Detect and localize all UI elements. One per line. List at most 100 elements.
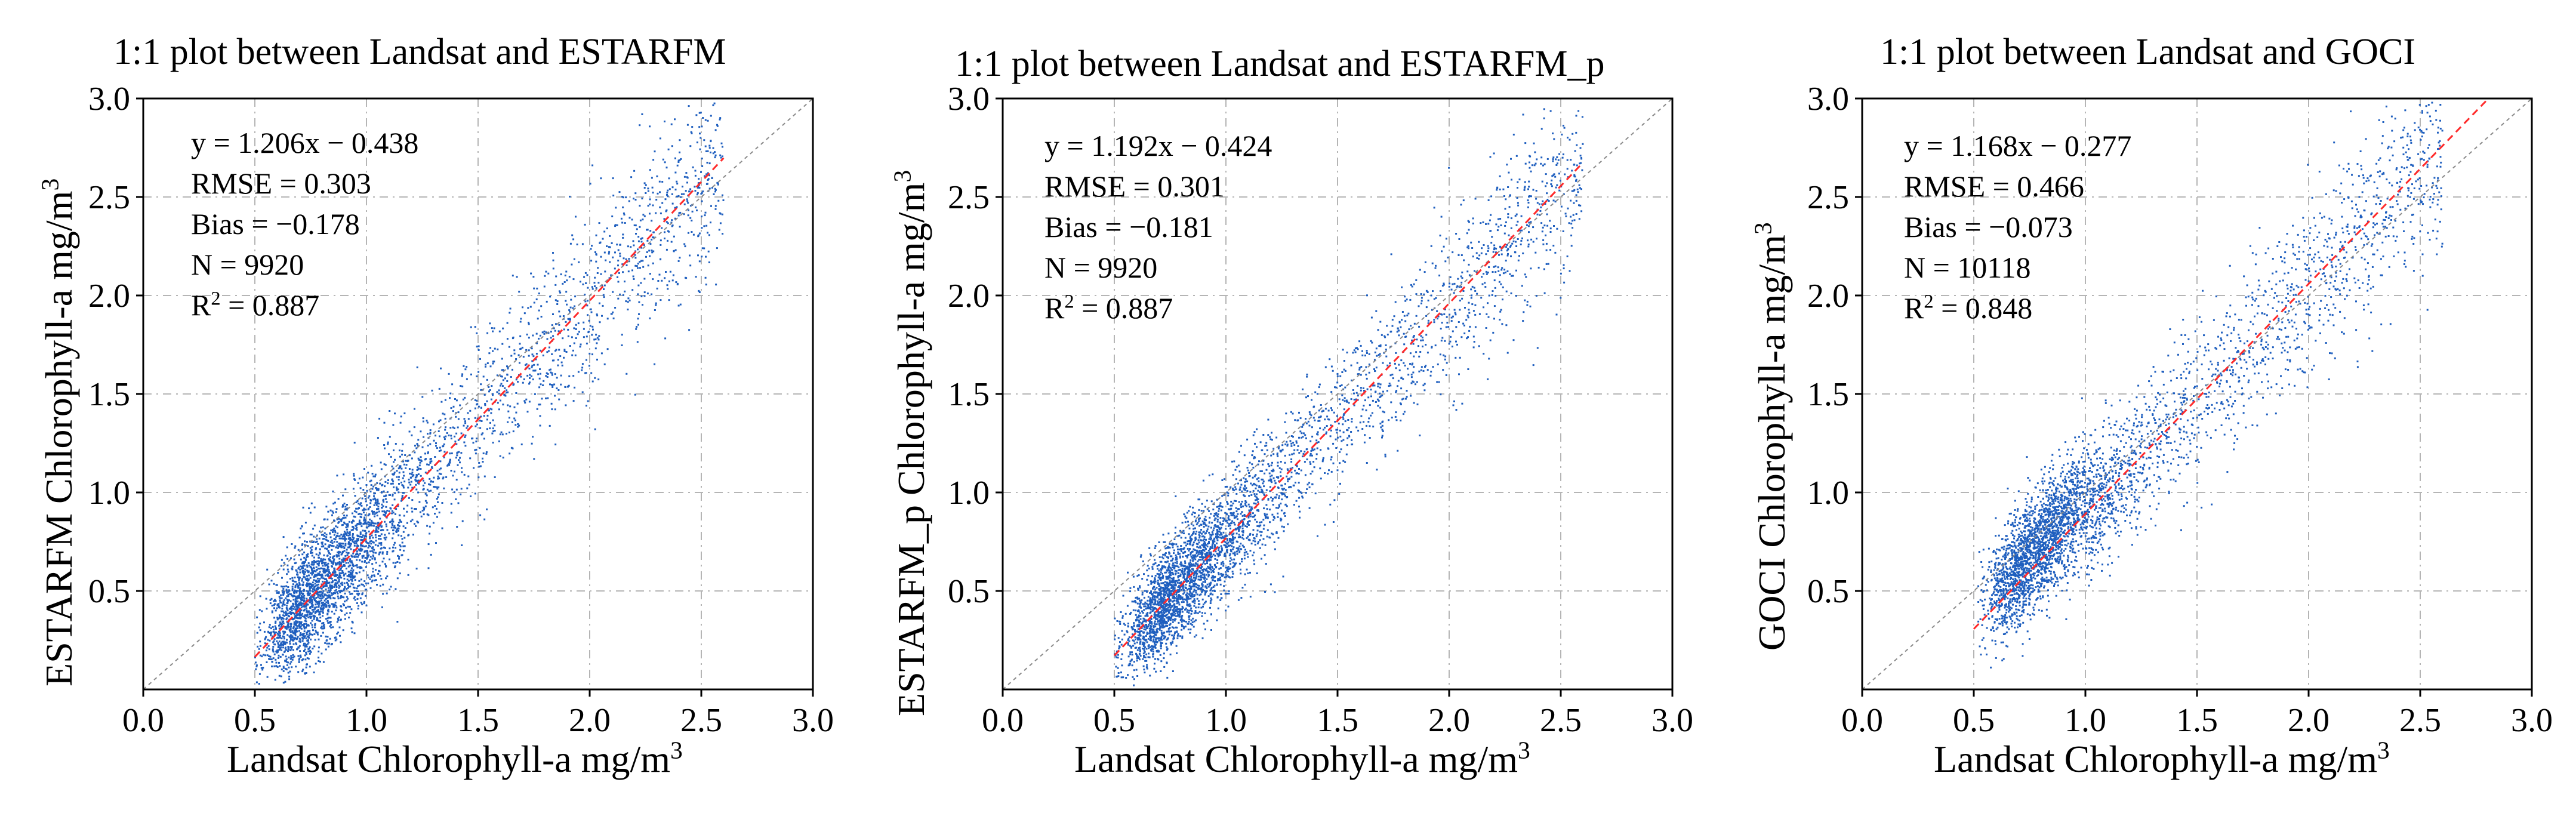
scatter-point (1190, 540, 1192, 542)
scatter-point (1205, 538, 1207, 541)
scatter-point (295, 666, 297, 668)
scatter-point (640, 282, 642, 284)
scatter-point (349, 532, 351, 535)
scatter-point (701, 227, 703, 229)
scatter-point (558, 324, 560, 326)
scatter-point (489, 365, 492, 368)
scatter-point (1365, 409, 1367, 411)
scatter-point (652, 159, 655, 161)
scatter-point (300, 527, 302, 529)
scatter-point (412, 534, 414, 536)
scatter-point (348, 571, 350, 573)
scatter-point (399, 421, 402, 424)
scatter-point (460, 488, 463, 490)
scatter-point (337, 598, 340, 600)
scatter-point (347, 534, 350, 537)
scatter-point (556, 300, 559, 303)
scatter-point (474, 452, 477, 455)
scatter-point (381, 529, 383, 531)
scatter-point (309, 512, 312, 514)
scatter-point (1386, 334, 1389, 335)
scatter-point (714, 129, 717, 131)
scatter-point (563, 328, 565, 331)
scatter-point (295, 596, 297, 599)
scatter-point (334, 538, 337, 541)
scatter-point (365, 545, 367, 547)
scatter-point (337, 582, 338, 584)
scatter-point (440, 473, 442, 475)
scatter-point (315, 597, 318, 599)
scatter-point (559, 355, 562, 358)
scatter-point (1209, 583, 1212, 585)
scatter-point (477, 345, 480, 347)
scatter-point (660, 239, 662, 242)
scatter-point (603, 296, 605, 298)
scatter-point (1509, 246, 1511, 248)
scatter-point (1168, 551, 1170, 553)
scatter-point (1261, 558, 1262, 560)
scatter-point (466, 425, 469, 427)
scatter-point (336, 475, 338, 477)
scatter-point (349, 558, 352, 561)
scatter-point (343, 565, 346, 567)
scatter-point (1117, 657, 1119, 659)
scatter-point (480, 415, 482, 418)
scatter-point (722, 199, 725, 201)
scatter-point (294, 562, 296, 565)
scatter-point (524, 402, 526, 404)
scatter-point (326, 570, 328, 572)
scatter-point (386, 553, 389, 555)
scatter-point (1425, 334, 1428, 336)
scatter-point (657, 280, 660, 282)
scatter-point (285, 667, 287, 670)
scatter-point (353, 549, 355, 552)
scatter-point (313, 598, 316, 600)
scatter-point (348, 575, 350, 578)
scatter-point (278, 617, 281, 619)
scatter-point (654, 309, 656, 311)
scatter-point (313, 672, 315, 673)
scatter-point (376, 531, 378, 533)
scatter-point (282, 536, 285, 538)
scatter-point (1292, 436, 1294, 438)
scatter-point (467, 475, 470, 478)
scatter-point (541, 398, 543, 400)
scatter-point (479, 358, 481, 360)
scatter-point (1235, 515, 1238, 518)
r2-label: R2 = 0.887 (191, 288, 320, 322)
scatter-point (596, 337, 599, 339)
scatter-point (1224, 478, 1225, 481)
scatter-point (281, 649, 283, 651)
scatter-point (335, 606, 338, 609)
scatter-point (309, 649, 312, 652)
scatter-point (415, 568, 418, 570)
scatter-point (317, 594, 319, 596)
scatter-point (339, 551, 341, 553)
scatter-point (624, 290, 626, 292)
scatter-point (377, 572, 380, 575)
scatter-point (325, 601, 328, 603)
scatter-point (1450, 320, 1453, 322)
scatter-point (671, 186, 674, 189)
scatter-point (322, 565, 324, 567)
scatter-point (411, 457, 413, 460)
scatter-point (533, 364, 535, 366)
scatter-point (1220, 505, 1222, 507)
scatter-point (385, 536, 387, 538)
scatter-point (1211, 555, 1213, 558)
scatter-point (374, 557, 376, 559)
scatter-point (464, 436, 466, 438)
scatter-point (327, 609, 329, 612)
scatter-point (526, 374, 529, 377)
scatter-point (362, 569, 365, 572)
scatter-point (1448, 167, 1450, 169)
scatter-point (365, 484, 368, 486)
scatter-point (344, 572, 347, 575)
scatter-point (549, 346, 550, 349)
scatter-point (721, 155, 723, 158)
scatter-point (1198, 559, 1200, 561)
scatter-point (1421, 302, 1422, 304)
scatter-point (329, 577, 332, 580)
scatter-point (1410, 395, 1412, 397)
scatter-point (380, 542, 383, 544)
